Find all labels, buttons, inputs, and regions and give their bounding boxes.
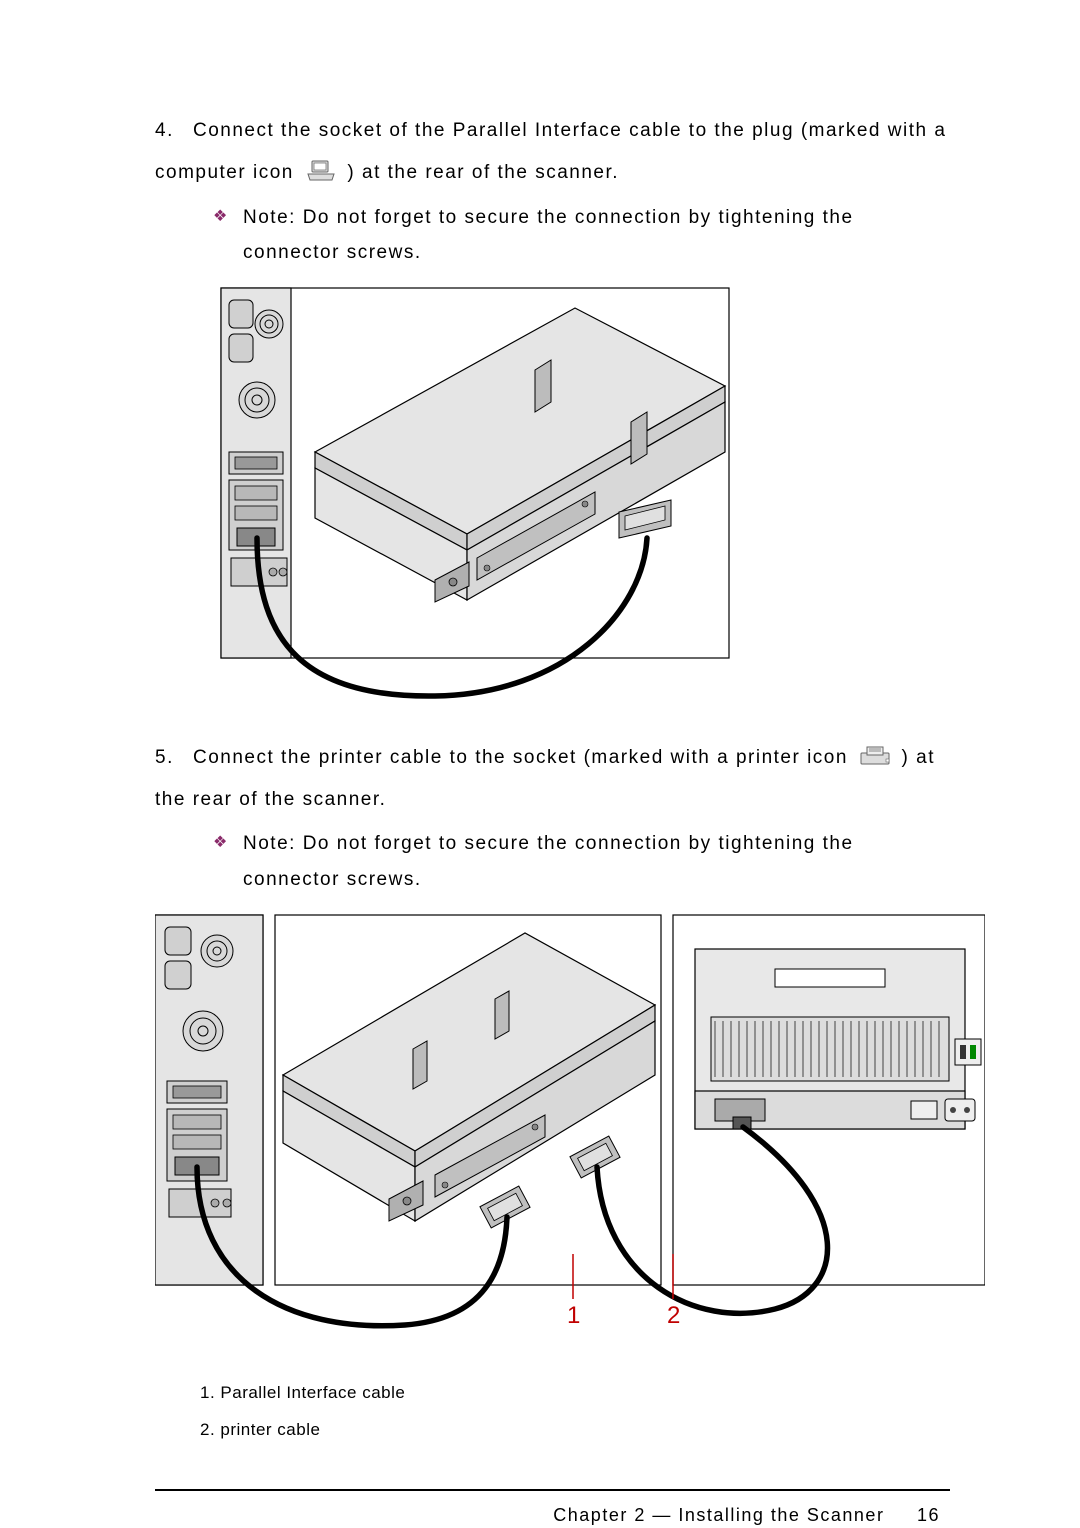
page-footer: Chapter 2 — Installing the Scanner 16 [155,1505,950,1526]
step-text-before: Connect the printer cable to the socket … [193,747,848,768]
svg-text:1: 1 [567,1302,580,1329]
legend-item: 1. Parallel Interface cable [200,1374,950,1411]
computer-icon [305,156,337,178]
step-4: 4.Connect the socket of the Parallel Int… [155,110,950,194]
legend-item: 2. printer cable [200,1411,950,1448]
figure-2: 1 2 [155,909,950,1344]
printer-illustration [695,949,981,1129]
footer-rule [155,1489,950,1491]
figure-1 [175,282,950,707]
diamond-bullet-icon: ❖ [213,202,229,232]
footer-page-number: 16 [917,1505,940,1525]
computer-tower-illustration [221,288,291,658]
figure-legend: 1. Parallel Interface cable 2. printer c… [200,1374,950,1449]
step-text-after: ) at the rear of the scanner. [347,162,619,183]
manual-page: 4.Connect the socket of the Parallel Int… [0,0,1080,1528]
step-number: 4. [155,110,193,152]
step-number: 5. [155,737,193,779]
note-4: ❖ Note: Do not forget to secure the conn… [155,200,950,270]
scanner-illustration [315,308,725,602]
note-text: Note: Do not forget to secure the connec… [243,207,854,263]
note-text: Note: Do not forget to secure the connec… [243,833,854,889]
callout-1: 1 [567,1254,580,1329]
footer-chapter: Chapter 2 — Installing the Scanner [553,1505,884,1525]
diamond-bullet-icon: ❖ [213,828,229,858]
step-5: 5.Connect the printer cable to the socke… [155,737,950,821]
note-5: ❖ Note: Do not forget to secure the conn… [155,826,950,896]
printer-icon [859,741,891,763]
svg-text:2: 2 [667,1302,680,1329]
